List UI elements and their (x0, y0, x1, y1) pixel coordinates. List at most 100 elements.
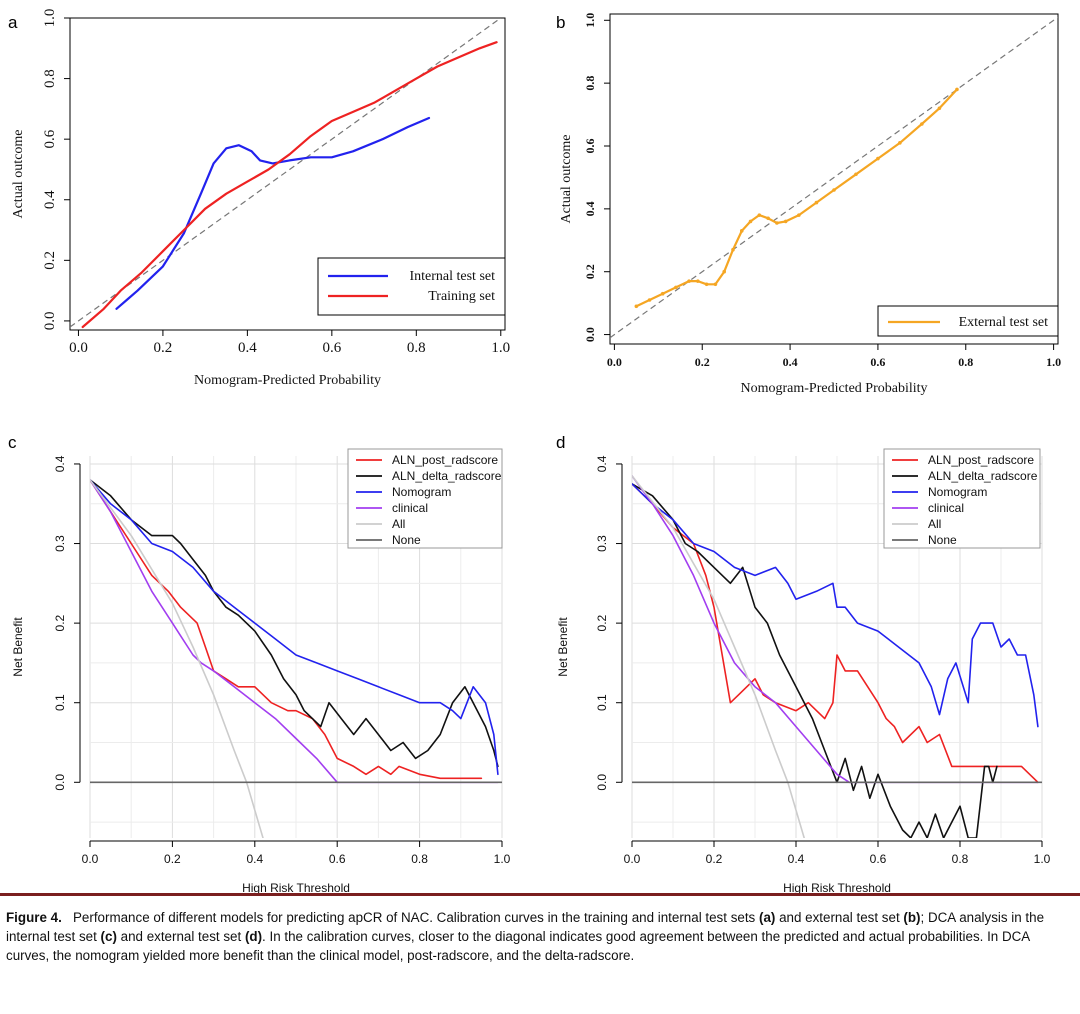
series-line-aln-post-radscore (90, 479, 483, 780)
series-line-aln-post-radscore (632, 483, 1039, 784)
caption-text-1: Performance of different models for pred… (72, 910, 759, 925)
chart-a-plot-area (70, 18, 502, 329)
series-line-aln-delta-radscore (632, 483, 998, 838)
series-line-training-set (81, 41, 498, 329)
caption-ref-b: (b) (903, 910, 921, 925)
chart-b-x-axis-label: Nomogram-Predicted Probability (740, 381, 927, 396)
series-point-external-test-set (722, 269, 726, 274)
chart-b-y-tick-label: 0.4 (583, 201, 597, 216)
series-point-external-test-set (775, 221, 779, 225)
legend-label-all: All (928, 517, 941, 531)
legend-label-clinical: clinical (392, 501, 428, 515)
chart-d-x-tick-label: 0.6 (870, 852, 887, 866)
series-point-external-test-set (920, 122, 924, 126)
series-point-external-test-set (937, 106, 942, 111)
caption-text-5: . In the calibration curves, closer to t… (6, 929, 1030, 963)
chart-d: 0.0 0.2 0.4 0.6 0.8 1.0 0.0 0.1 0.2 0.3 0.4 High Ri… (556, 448, 1051, 893)
chart-b-x-tick-label: 0.6 (870, 355, 885, 369)
chart-a-x-tick-label: 1.0 (491, 340, 510, 356)
series-line-all (90, 479, 264, 838)
chart-c-y-tick-label: 0.3 (53, 535, 67, 552)
chart-b-plot-box (609, 13, 1059, 345)
chart-a-y-tick-label: 0.2 (42, 251, 58, 270)
chart-c-y-tick-label: 0.0 (53, 774, 67, 791)
chart-b-x-tick-label: 1.0 (1046, 355, 1061, 369)
series-point-external-test-set (634, 304, 639, 309)
chart-d-y-tick-label: 0.1 (595, 694, 609, 711)
chart-a-plot-box (69, 17, 506, 331)
legend-label-nomogram: Nomogram (392, 485, 451, 499)
series-point-external-test-set (687, 279, 691, 283)
chart-a-x-tick-label: 0.8 (407, 340, 426, 356)
chart-c-x-tick-label: 0.0 (82, 852, 99, 866)
chart-c-x-tick-label: 0.6 (329, 852, 346, 866)
legend-label-aln-post-radscore: ALN_post_radscore (392, 453, 498, 467)
legend-label-external-test-set: External test set (959, 315, 1049, 330)
chart-d-x-tick-label: 0.4 (788, 852, 805, 866)
figure-canvas: a b c d 0.0 0.2 0.4 0.6 0.8 1.00.00.20.40.60.… (8, 9, 1061, 893)
legend-label-aln-delta-radscore: ALN_delta_radscore (392, 469, 502, 483)
chart-d-x-tick-label: 0.2 (706, 852, 723, 866)
chart-c-x-tick-label: 0.2 (164, 852, 181, 866)
legend-label-aln-delta-radscore: ALN_delta_radscore (928, 469, 1038, 483)
chart-a-y-tick-label: 0.4 (42, 190, 58, 209)
chart-a-diagonal-reference (70, 18, 502, 328)
series-point-external-test-set (797, 213, 801, 217)
caption-label: Figure 4. (6, 910, 62, 925)
chart-a-y-axis-label: Actual outcome (11, 129, 26, 218)
chart-a-x-axis-label: Nomogram-Predicted Probability (194, 373, 381, 388)
series-point-external-test-set (647, 298, 652, 302)
chart-d-y-axis-label: Net Benefit (556, 617, 570, 677)
chart-a-y-tick-label: 1.0 (42, 9, 58, 28)
chart-d-y-tick-label: 0.3 (595, 535, 609, 552)
series-point-external-test-set (783, 219, 788, 224)
series-point-external-test-set (660, 291, 665, 296)
legend-label-nomogram: Nomogram (928, 485, 987, 499)
series-line-all (632, 475, 806, 838)
chart-d-legend (883, 448, 1041, 549)
chart-b-y-axis-label: Actual outcome (559, 134, 574, 223)
chart-b-y-tick-label: 0.0 (583, 327, 597, 342)
series-line-nomogram (90, 479, 499, 776)
panel-d-letter: d (556, 433, 565, 452)
series-point-external-test-set (955, 87, 959, 92)
caption-text-4: and external test set (116, 929, 245, 944)
chart-b-x-tick-label: 0.0 (607, 355, 622, 369)
chart-d-y-tick-label: 0.4 (595, 455, 609, 472)
series-point-external-test-set (832, 188, 836, 192)
chart-c-y-tick-label: 0.1 (53, 694, 67, 711)
chart-d-y-tick-label: 0.2 (595, 614, 609, 631)
caption-text-3: ; DCA analysis in the internal test set (6, 910, 1045, 944)
caption-ref-a: (a) (758, 910, 776, 925)
chart-b-x-tick-label: 0.8 (958, 355, 973, 369)
series-point-external-test-set (704, 282, 709, 287)
legend-label-none: None (928, 533, 957, 547)
chart-b-y-tick-label: 0.6 (583, 139, 597, 154)
series-line-nomogram (632, 483, 1039, 728)
chart-a-legend (317, 257, 506, 316)
panel-c-letter: c (8, 433, 17, 452)
chart-a-x-tick-label: 0.2 (154, 340, 173, 356)
chart-d-plot-area (632, 475, 1042, 838)
chart-b-y-tick-label: 0.8 (583, 76, 597, 91)
chart-b-diagonal-reference (610, 16, 1058, 339)
chart-a-x-tick-label: 0.6 (322, 340, 341, 356)
chart-d-y-tick-label: 0.0 (595, 774, 609, 791)
chart-d-x-axis-label: High Risk Threshold (783, 881, 891, 893)
chart-c-x-tick-label: 0.8 (411, 852, 428, 866)
legend-label-aln-post-radscore: ALN_post_radscore (928, 453, 1034, 467)
chart-c-legend (347, 448, 503, 549)
chart-a-y-tick-label: 0.6 (42, 129, 58, 148)
chart-a-x-tick-label: 0.0 (69, 340, 88, 356)
chart-a-x-tick-label: 0.4 (238, 340, 257, 356)
series-line-internal-test-set (115, 116, 431, 310)
series-point-external-test-set (731, 247, 735, 252)
panel-a-letter: a (8, 13, 18, 32)
series-point-external-test-set (674, 285, 678, 290)
series-line-aln-delta-radscore (90, 479, 499, 768)
chart-c-y-tick-label: 0.2 (53, 614, 67, 631)
chart-a-y-tick-label: 0.8 (42, 69, 58, 88)
chart-b-x-tick-label: 0.4 (783, 355, 798, 369)
series-point-external-test-set (713, 282, 718, 287)
